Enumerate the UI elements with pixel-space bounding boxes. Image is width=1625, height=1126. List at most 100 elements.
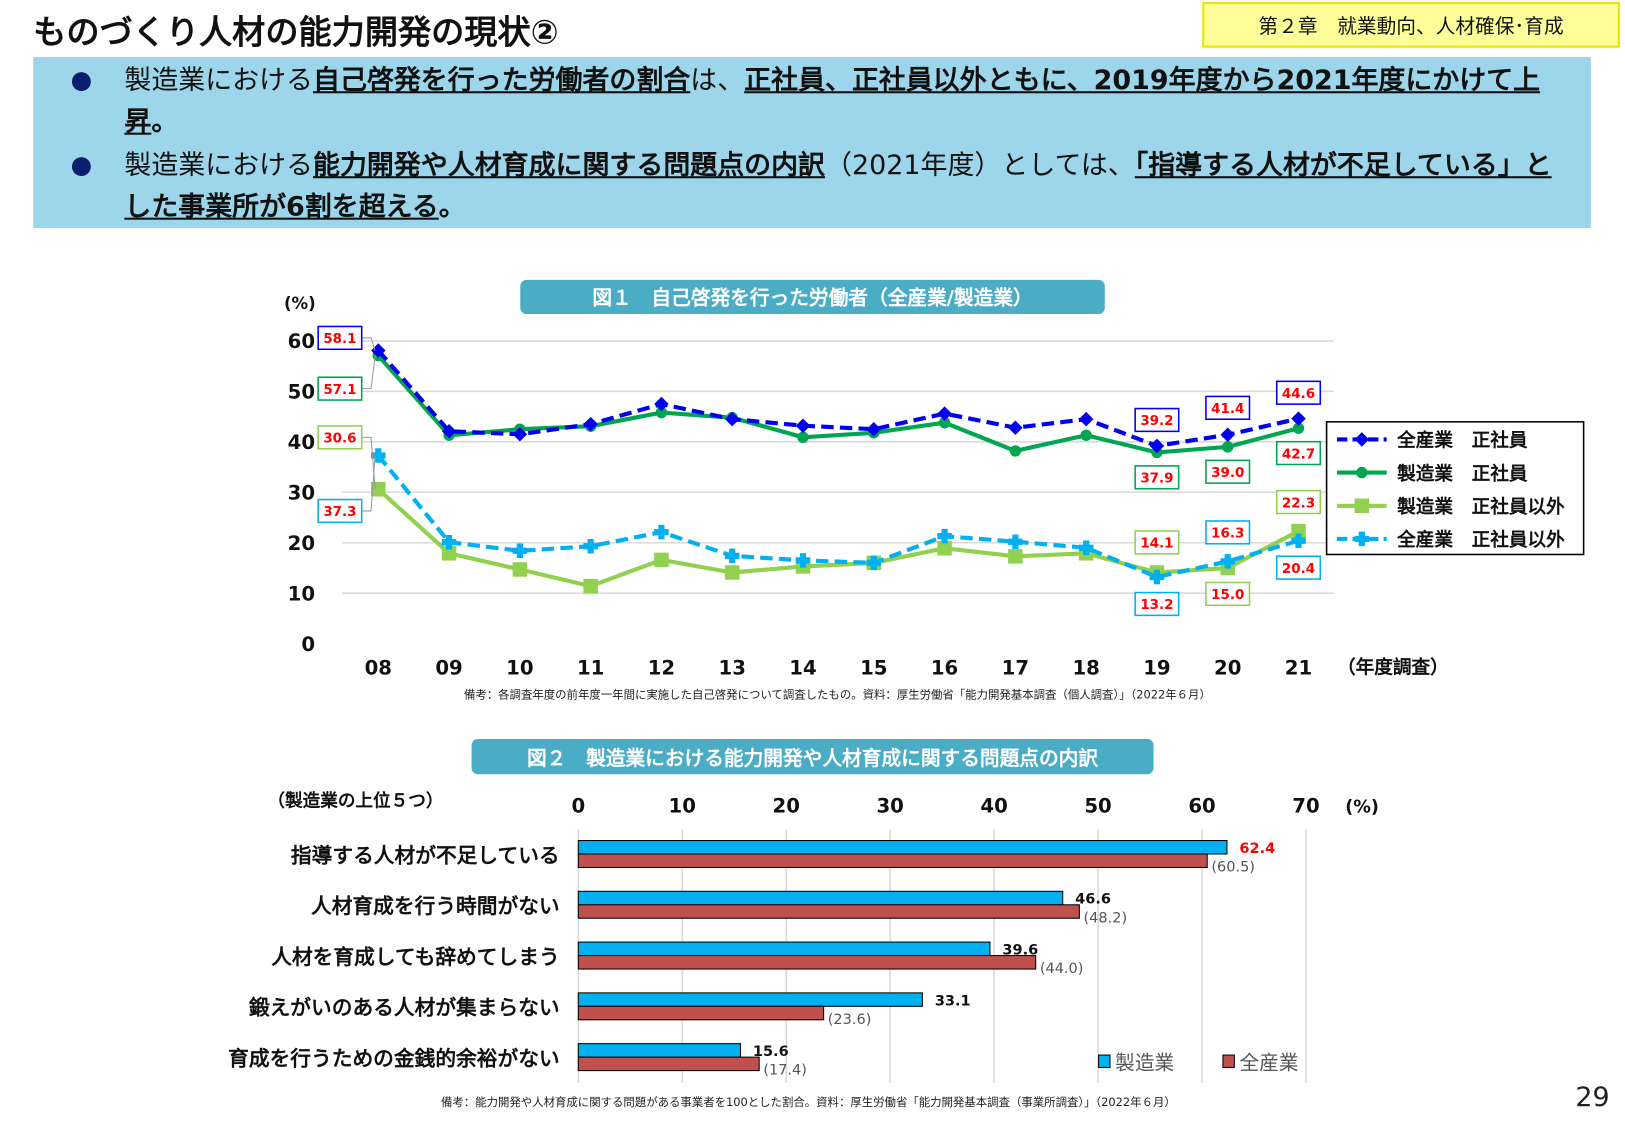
data-point <box>441 423 457 439</box>
leader-line <box>361 455 376 512</box>
data-point <box>1009 445 1022 457</box>
text-segment: 「指導する人材が不足している」とした事業所が6割を超える <box>124 150 1552 223</box>
category-label: 育成を行うための金銭的余裕がない <box>228 1046 560 1070</box>
legend-label: 製造業 正社員 <box>1396 463 1528 485</box>
legend-item: 全産業 <box>1222 1052 1299 1075</box>
category-label: 鍛えがいのある人材が集まらない <box>249 996 560 1020</box>
bar-manufacturing <box>577 890 1064 906</box>
x-tick-label: 18 <box>1072 657 1099 680</box>
chapter-label: 第２章 就業動向、人材確保･育成 <box>1202 2 1620 48</box>
data-point <box>1291 533 1306 548</box>
data-point <box>1080 429 1092 441</box>
leader-line <box>361 355 376 390</box>
data-point <box>583 538 598 554</box>
data-label-box <box>1275 555 1322 580</box>
text-segment: 製造業における <box>124 150 314 182</box>
bullet-icon: ● <box>70 65 93 95</box>
data-point <box>724 548 740 564</box>
legend-label: 全産業 正社員 <box>1396 430 1528 452</box>
data-point <box>937 528 952 544</box>
series-line <box>376 349 1299 449</box>
y-tick-label: 50 <box>288 381 315 404</box>
y-axis-unit: (%) <box>284 294 316 313</box>
data-point <box>937 406 952 421</box>
x-tick-label: 16 <box>931 657 958 680</box>
data-point <box>655 406 668 419</box>
data-label: 20.4 <box>1282 561 1315 577</box>
data-point <box>1149 569 1165 585</box>
data-point <box>795 418 811 433</box>
summary-bullet-1: 製造業における自己啓発を行った労働者の割合は、正社員、正社員以外ともに、2019… <box>124 60 1575 143</box>
text-segment: 。 <box>438 191 466 223</box>
page-title: ものづくり人材の能力開発の現状② <box>33 12 559 52</box>
data-point <box>866 555 882 571</box>
text-segment: 能力開発や人材育成に関する問題点の内訳 <box>313 150 826 182</box>
data-label-box <box>1275 440 1322 466</box>
legend-label: 全産業 <box>1240 1052 1299 1075</box>
text-segment: は、 <box>690 65 745 97</box>
x-tick-label: 14 <box>789 657 816 680</box>
y-tick-label: 60 <box>288 330 315 353</box>
data-point <box>1222 441 1234 453</box>
x-tick-label: 70 <box>1292 795 1319 818</box>
series-line <box>376 354 1300 455</box>
data-point <box>654 552 669 568</box>
figure2-note: 備考：能力開発や人材育成に関する問題がある事業者を100とした割合。資料：厚生労… <box>440 1095 1176 1109</box>
data-point <box>795 553 811 568</box>
data-point <box>1291 523 1306 539</box>
data-point <box>938 416 951 429</box>
x-tick-label: 12 <box>648 657 675 680</box>
data-label: 42.7 <box>1282 446 1315 462</box>
bar-value-label: 62.4 <box>1239 841 1275 857</box>
y-tick-label: 20 <box>288 532 315 555</box>
legend-item: 製造業 正社員 <box>1336 463 1528 485</box>
legend-marker <box>1354 498 1370 514</box>
series-line <box>376 487 1300 589</box>
x-tick-label: 15 <box>860 657 887 680</box>
bar-value-label: 39.6 <box>1002 943 1038 959</box>
data-point <box>654 524 669 540</box>
data-point <box>583 416 598 432</box>
data-label-box <box>317 498 363 524</box>
legend-item: 全産業 正社員 <box>1336 430 1528 452</box>
x-tick-label: 10 <box>506 657 533 680</box>
bar-manufacturing <box>577 1043 741 1058</box>
x-tick-label: 40 <box>980 795 1007 818</box>
category-label: 指導する人材が不足している <box>291 843 560 867</box>
data-label-box <box>1134 591 1180 617</box>
x-tick-label: 21 <box>1285 657 1312 680</box>
data-point <box>1292 422 1305 434</box>
data-point <box>1220 554 1235 569</box>
data-point <box>1008 534 1023 549</box>
bar-manufacturing <box>577 840 1228 855</box>
bar-value-label: (17.4) <box>763 1063 807 1079</box>
data-label-box <box>317 325 363 351</box>
data-label-box <box>1205 581 1251 607</box>
bar-value-label: (60.5) <box>1211 860 1255 876</box>
data-label-box <box>317 376 363 401</box>
figure1-title: 図１ 自己啓発を行った労働者（全産業/製造業） <box>520 279 1105 315</box>
bar-value-label: 46.6 <box>1075 892 1111 908</box>
legend-label: 製造業 <box>1115 1052 1174 1075</box>
data-label: 30.6 <box>323 431 356 447</box>
legend-swatch <box>1098 1054 1111 1069</box>
legend-marker <box>1354 432 1370 447</box>
data-label-box <box>1134 530 1180 555</box>
bar-all-industries <box>577 904 1080 919</box>
legend-marker <box>1356 466 1368 479</box>
x-tick-label: 20 <box>773 795 800 818</box>
bar-manufacturing <box>577 941 991 957</box>
data-point <box>1291 411 1306 426</box>
data-label-box <box>1205 520 1251 545</box>
x-axis-label: （年度調査） <box>1337 657 1449 679</box>
legend-swatch <box>1222 1054 1235 1069</box>
data-label-box <box>1134 465 1180 490</box>
legend-item: 製造業 正社員以外 <box>1336 496 1565 518</box>
data-label: 57.1 <box>323 382 356 398</box>
x-tick-label: 0 <box>571 795 585 818</box>
x-tick-label: 11 <box>577 657 604 680</box>
y-tick-label: 40 <box>288 431 315 454</box>
bar-all-industries <box>577 955 1037 970</box>
bar-value-label: (44.0) <box>1040 961 1084 977</box>
